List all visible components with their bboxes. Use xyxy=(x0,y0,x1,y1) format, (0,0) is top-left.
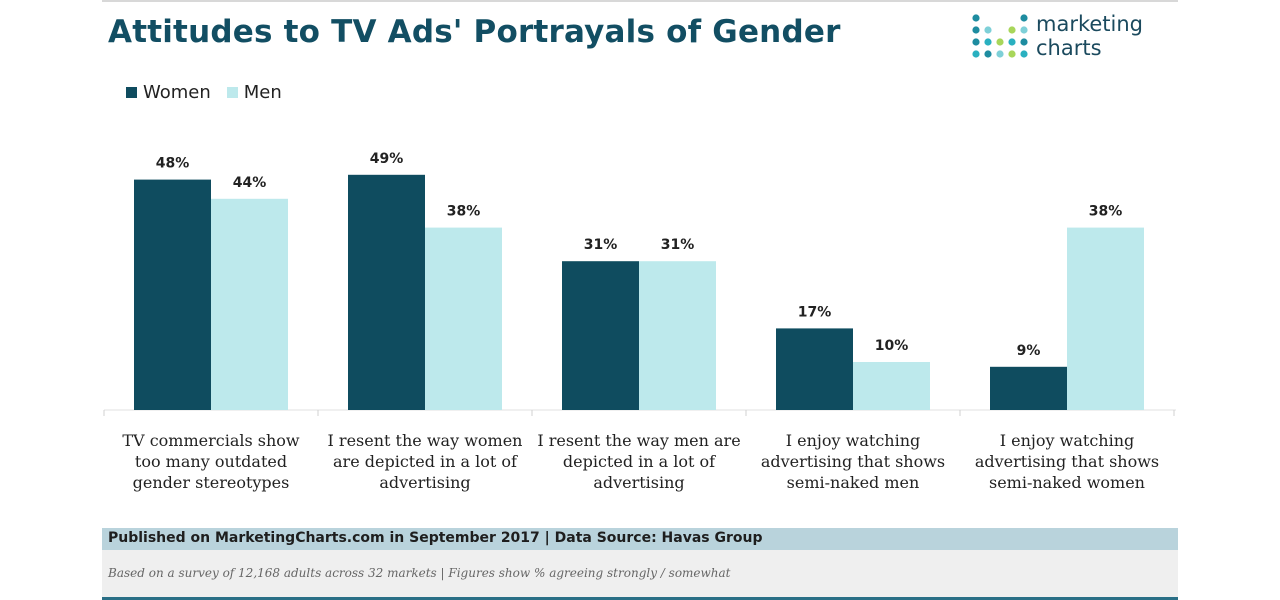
logo-line-2: charts xyxy=(1036,36,1102,60)
category-label-1: I resent the way women xyxy=(328,431,523,450)
footer-note-area: Based on a survey of 12,168 adults acros… xyxy=(102,550,1178,598)
bottom-divider xyxy=(102,597,1178,600)
data-label-men-4: 38% xyxy=(1089,204,1123,220)
data-label-men-3: 10% xyxy=(875,338,909,354)
chart-title: Attitudes to TV Ads' Portrayals of Gende… xyxy=(108,14,841,50)
top-divider xyxy=(102,0,1178,2)
legend-swatch-men xyxy=(226,87,238,98)
legend-item-men: Men xyxy=(226,82,282,103)
category-label-2: advertising xyxy=(593,473,684,492)
data-label-men-2: 31% xyxy=(661,237,695,253)
category-label-4: I enjoy watching xyxy=(1000,431,1135,450)
dot-grid-logo-icon xyxy=(972,14,1028,58)
bar-women-4 xyxy=(990,366,1067,410)
bar-men-3 xyxy=(853,362,930,410)
bar-men-4 xyxy=(1067,227,1144,410)
bar-women-3 xyxy=(776,328,853,410)
category-label-2: depicted in a lot of xyxy=(563,452,716,471)
category-label-2: I resent the way men are xyxy=(537,431,740,450)
category-label-4: advertising that shows xyxy=(975,452,1159,471)
category-label-0: too many outdated xyxy=(135,452,287,471)
category-label-0: TV commercials show xyxy=(122,431,300,450)
data-label-women-4: 9% xyxy=(1017,343,1041,359)
bar-chart: 48% 44% TV commercials show too many outdat… xyxy=(103,151,1176,492)
footer-note-text: Based on a survey of 12,168 adults acros… xyxy=(108,566,731,580)
bar-men-1 xyxy=(425,227,502,410)
footer-source-text: Published on MarketingCharts.com in Sept… xyxy=(108,530,763,546)
logo-line-1: marketing xyxy=(1036,12,1143,36)
legend-swatch-women xyxy=(126,87,137,98)
chart-legend: Women Men xyxy=(126,82,298,103)
bar-women-2 xyxy=(562,261,639,410)
category-label-4: semi-naked women xyxy=(989,473,1145,492)
chart-frame: Attitudes to TV Ads' Portrayals of Gende… xyxy=(102,0,1178,600)
bar-women-1 xyxy=(348,174,425,410)
marketingcharts-logo: marketing charts xyxy=(970,10,1170,66)
data-label-women-3: 17% xyxy=(798,304,832,320)
data-label-women-0: 48% xyxy=(156,156,190,172)
bar-men-2 xyxy=(639,261,716,410)
category-label-3: I enjoy watching xyxy=(786,431,921,450)
data-label-women-1: 49% xyxy=(370,151,404,167)
bar-women-0 xyxy=(134,179,211,410)
data-label-women-2: 31% xyxy=(584,237,618,253)
category-label-0: gender stereotypes xyxy=(133,473,290,492)
category-label-3: semi-naked men xyxy=(787,473,920,492)
category-label-3: advertising that shows xyxy=(761,452,945,471)
footer-source-band: Published on MarketingCharts.com in Sept… xyxy=(102,528,1178,550)
logo-wordmark: marketing charts xyxy=(1036,12,1143,60)
legend-label-men: Men xyxy=(243,82,282,103)
category-label-1: are depicted in a lot of xyxy=(333,452,518,471)
data-label-men-1: 38% xyxy=(447,204,481,220)
legend-label-women: Women xyxy=(143,82,211,103)
category-label-1: advertising xyxy=(379,473,470,492)
bar-men-0 xyxy=(211,198,288,410)
data-label-men-0: 44% xyxy=(233,175,267,191)
legend-item-women: Women xyxy=(126,82,211,103)
